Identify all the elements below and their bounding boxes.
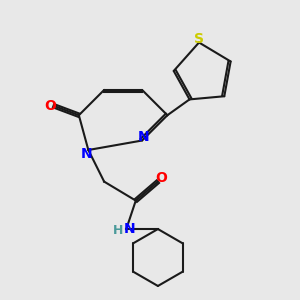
Text: N: N — [124, 222, 135, 236]
Text: H: H — [113, 224, 124, 237]
Text: S: S — [194, 32, 204, 46]
Text: N: N — [81, 147, 93, 161]
Text: N: N — [138, 130, 149, 144]
Text: O: O — [155, 172, 167, 185]
Text: O: O — [44, 99, 56, 113]
